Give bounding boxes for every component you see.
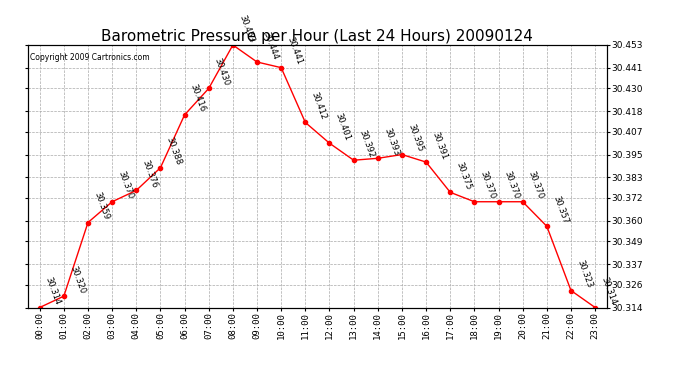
Text: 30.441: 30.441 [286,36,304,66]
Text: 30.444: 30.444 [262,30,279,61]
Text: 30.370: 30.370 [117,170,135,200]
Text: 30.320: 30.320 [68,264,86,295]
Text: 30.370: 30.370 [479,170,497,200]
Text: 30.412: 30.412 [310,91,328,121]
Text: 30.416: 30.416 [189,83,207,114]
Text: 30.392: 30.392 [358,128,376,159]
Text: Copyright 2009 Cartronics.com: Copyright 2009 Cartronics.com [30,53,150,62]
Text: 30.395: 30.395 [406,123,424,153]
Text: 30.359: 30.359 [92,190,110,221]
Text: 30.391: 30.391 [431,130,448,161]
Text: 30.453: 30.453 [237,13,255,44]
Text: 30.370: 30.370 [527,170,545,200]
Text: 30.376: 30.376 [141,158,159,189]
Text: 30.401: 30.401 [334,111,352,142]
Text: 30.430: 30.430 [213,57,231,87]
Text: 30.357: 30.357 [551,194,569,225]
Text: 30.393: 30.393 [382,126,400,157]
Text: 30.388: 30.388 [165,136,183,166]
Text: 30.314: 30.314 [600,276,618,306]
Text: 30.323: 30.323 [575,258,593,289]
Text: 30.375: 30.375 [455,160,473,191]
Title: Barometric Pressure per Hour (Last 24 Hours) 20090124: Barometric Pressure per Hour (Last 24 Ho… [101,29,533,44]
Text: 30.314: 30.314 [44,276,62,306]
Text: 30.370: 30.370 [503,170,521,200]
